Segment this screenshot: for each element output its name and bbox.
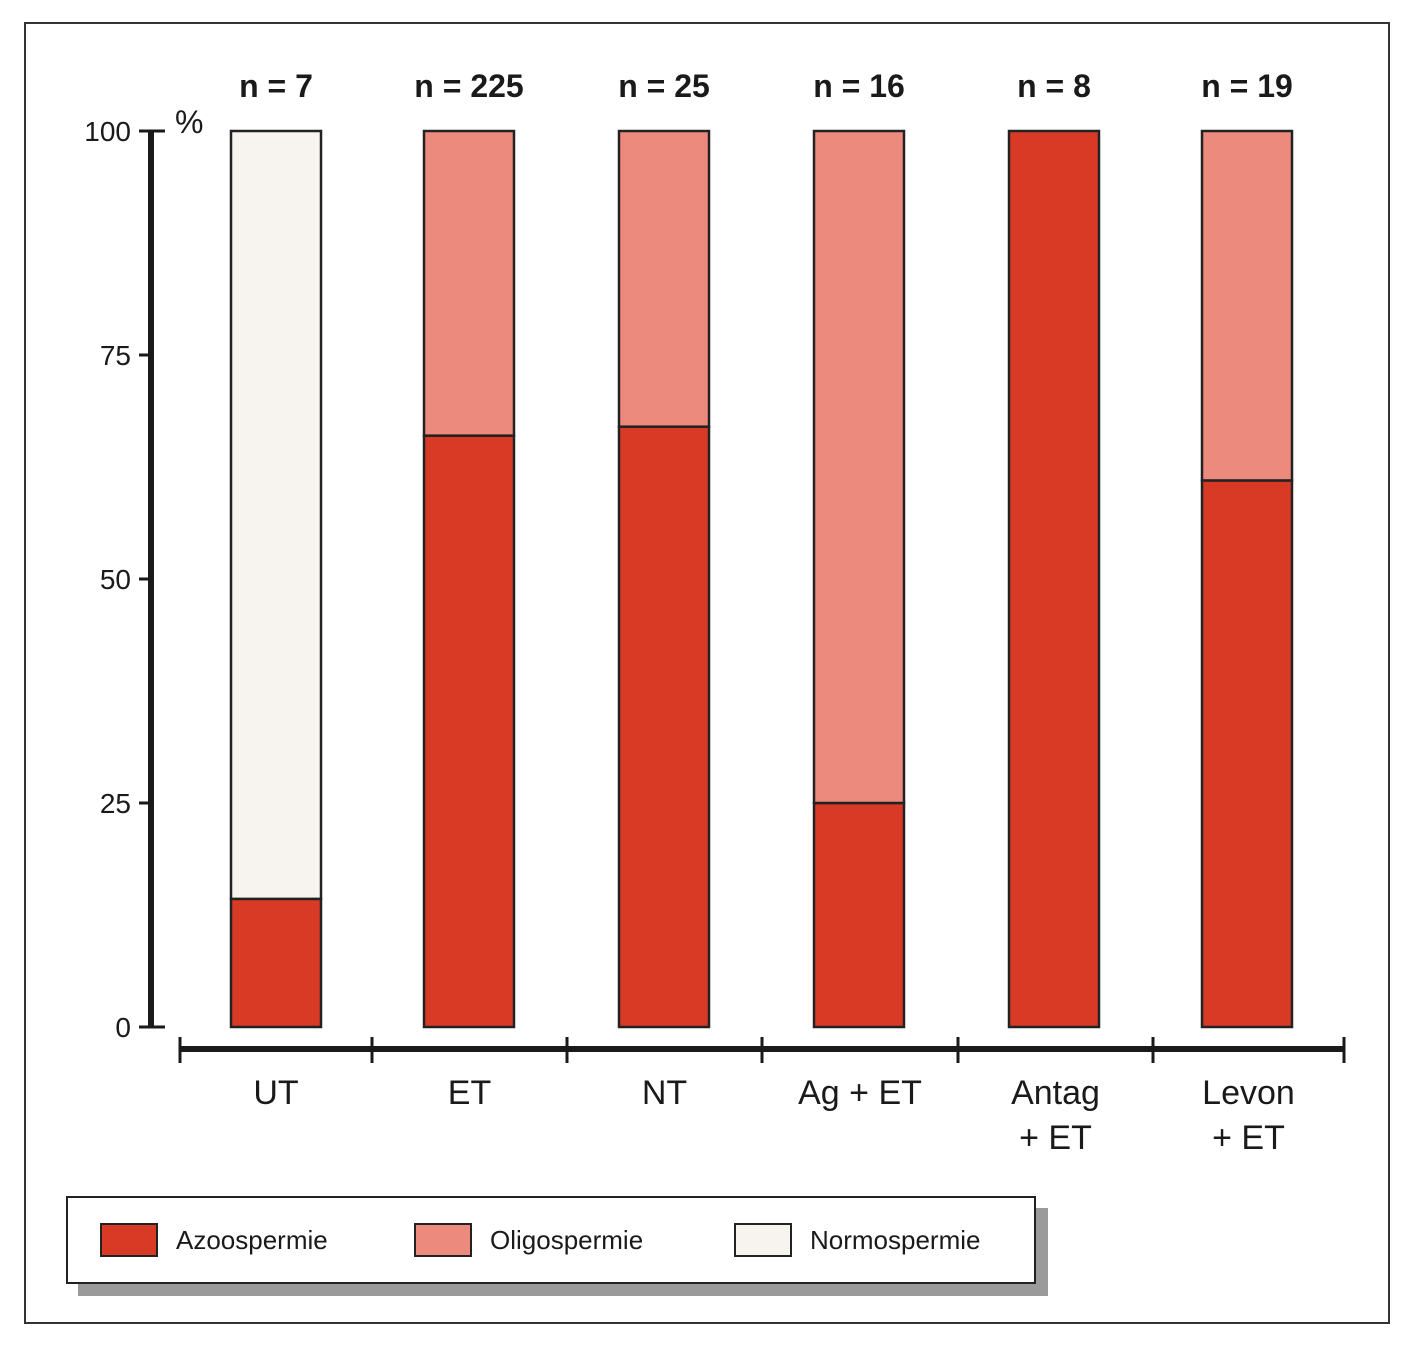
legend-label: Azoospermie	[176, 1224, 328, 1255]
y-tick-label: 100	[84, 116, 131, 147]
bar-group-5	[1200, 129, 1294, 1029]
n-labels: n = 7 n = 225 n = 25 n = 16 n = 8 n = 19	[239, 68, 1293, 104]
y-axis-label: %	[175, 104, 203, 140]
n-label: n = 25	[618, 68, 710, 104]
bars	[229, 129, 1294, 1029]
bar-group-1	[422, 129, 516, 1029]
bar-segment-oligospermie	[617, 129, 711, 428]
figure-frame	[24, 22, 1390, 1324]
n-label: n = 8	[1017, 68, 1091, 104]
legend-swatch-azoospermie	[100, 1223, 158, 1257]
bar-segment-oligospermie	[812, 129, 906, 805]
n-label: n = 225	[414, 68, 523, 104]
legend-label: Normospermie	[810, 1224, 981, 1255]
legend-label: Oligospermie	[490, 1224, 644, 1255]
legend-swatch-oligospermie	[414, 1223, 472, 1257]
y-tick-label: 50	[100, 564, 131, 595]
x-tick-label: UT	[253, 1074, 298, 1112]
bar-segment-azoospermie	[229, 897, 323, 1029]
bar-segment-azoospermie	[812, 801, 906, 1029]
x-axis: UT ET NT Ag + ET Antag + ET Levon + ET	[178, 1037, 1346, 1157]
bar-group-2	[617, 129, 711, 1029]
y-tick-label: 0	[115, 1012, 131, 1043]
bar-group-0	[229, 129, 323, 1029]
y-tick-label: 75	[100, 340, 131, 371]
legend: Azoospermie Oligospermie Normospermie	[66, 1196, 1036, 1284]
x-tick-label: Antag	[1011, 1074, 1100, 1112]
bar-group-4	[1007, 129, 1101, 1029]
bar-segment-oligospermie	[1200, 129, 1294, 482]
bar-segment-azoospermie	[1007, 129, 1101, 1029]
legend-swatch-normospermie	[734, 1223, 792, 1257]
bar-segment-oligospermie	[422, 129, 516, 437]
n-label: n = 16	[813, 68, 905, 104]
n-label: n = 19	[1201, 68, 1293, 104]
x-tick-label: Ag + ET	[798, 1074, 922, 1112]
x-tick-label: + ET	[1019, 1119, 1092, 1157]
x-tick-label: ET	[448, 1074, 491, 1112]
y-tick-label: 25	[100, 788, 131, 819]
x-tick-label: NT	[642, 1074, 687, 1112]
x-tick-label: Levon	[1202, 1074, 1295, 1112]
bar-segment-azoospermie	[422, 434, 516, 1029]
bar-segment-azoospermie	[1200, 479, 1294, 1029]
bar-group-3	[812, 129, 906, 1029]
y-axis: 0 25 50 75 100%	[84, 104, 203, 1043]
legend-item-oligospermie: Oligospermie	[414, 1223, 643, 1257]
legend-item-azoospermie: Azoospermie	[100, 1223, 328, 1257]
bar-segment-azoospermie	[617, 425, 711, 1029]
x-tick-label: + ET	[1212, 1119, 1285, 1157]
bar-segment-normospermie	[229, 129, 323, 901]
legend-item-normospermie: Normospermie	[734, 1223, 981, 1257]
n-label: n = 7	[239, 68, 313, 104]
